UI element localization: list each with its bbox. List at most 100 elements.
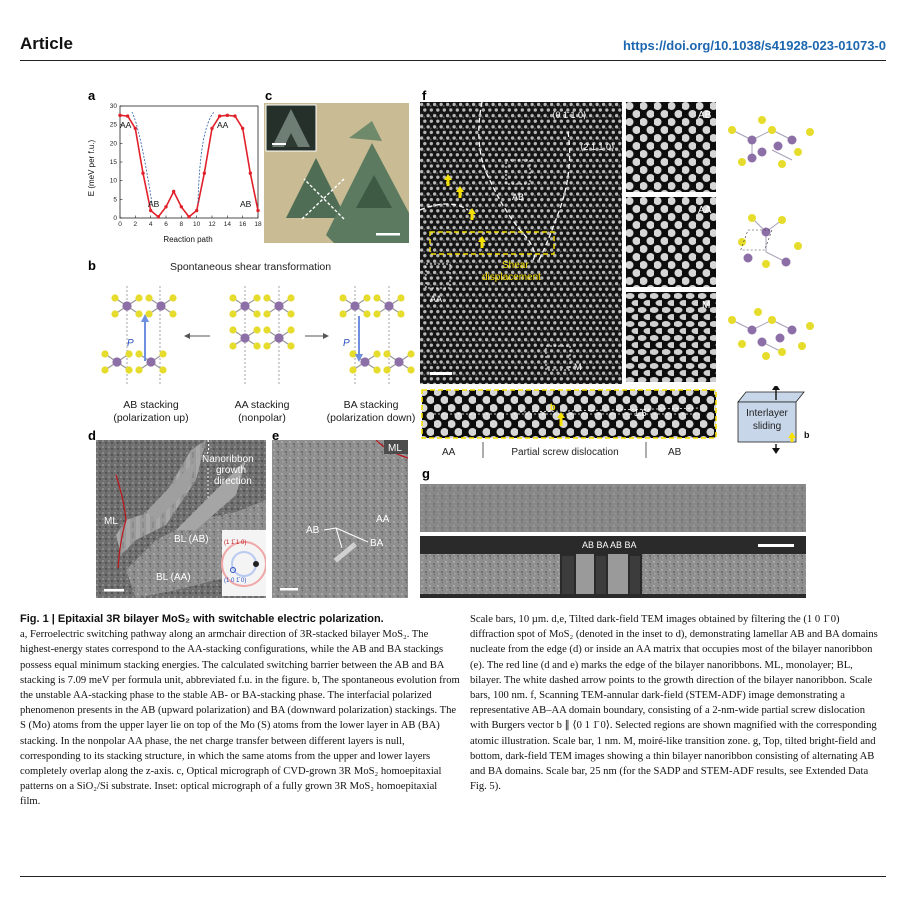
- x-tick-label: 10: [193, 221, 201, 228]
- model-m: [728, 308, 814, 360]
- aa-stacking-name: AA stacking: [234, 399, 290, 411]
- x-tick-label: 12: [208, 221, 216, 228]
- data-point: [141, 171, 145, 175]
- aa-stacking-desc: (nonpolar): [238, 412, 286, 424]
- x-tick-label: 2: [134, 221, 138, 228]
- panel-c-label: c: [265, 88, 273, 103]
- annot-aa-2: AA: [217, 120, 229, 130]
- data-point: [164, 205, 168, 209]
- caption-title: Fig. 1 | Epitaxial 3R bilayer MoS₂ with …: [20, 613, 384, 625]
- dark-field-tem-d: Nanoribbon growth direction ML BL (AB) B…: [96, 440, 266, 598]
- e-ab-text: AB: [306, 525, 320, 536]
- inset-m: M: [626, 292, 716, 382]
- data-point: [240, 126, 245, 131]
- caption-right: Scale bars, 10 µm. d,e, Tilted dark-fiel…: [470, 612, 886, 794]
- footer-rule: [20, 876, 886, 877]
- strip-angle-text: 1.5°: [634, 408, 651, 418]
- data-point: [225, 113, 230, 118]
- x-tick-label: 6: [164, 221, 168, 228]
- y-tick-label: 25: [110, 122, 118, 129]
- data-point: [118, 113, 122, 118]
- data-point: [202, 171, 207, 175]
- ba-p-label: P: [343, 338, 350, 349]
- f-ab-text: AB: [512, 192, 524, 202]
- energy-curve: [119, 114, 259, 219]
- panel-b-title: Spontaneous shear transformation: [170, 261, 332, 273]
- dark-field-tem-g: AB BA AB BA: [420, 536, 806, 598]
- inset-aa: AA: [626, 197, 716, 287]
- y-tick-label: 30: [110, 103, 118, 110]
- y-tick-label: 5: [113, 196, 117, 203]
- caption-right-body: Scale bars, 10 µm. d,e, Tilted dark-fiel…: [470, 614, 878, 793]
- caption-left-body: a, Ferroelectric switching pathway along…: [20, 629, 460, 808]
- e-ml-text: ML: [388, 443, 402, 454]
- arrow-right: [197, 111, 215, 204]
- arrow-left: [131, 111, 153, 204]
- atomic-models: [728, 116, 814, 360]
- doi-link[interactable]: https://doi.org/10.1038/s41928-023-01073…: [622, 38, 886, 53]
- panel-e-label: e: [272, 428, 280, 443]
- model-ab: [728, 116, 814, 168]
- f-m-text: M: [574, 362, 582, 372]
- data-point: [256, 208, 260, 213]
- ab-stacking-desc: (polarization up): [113, 412, 189, 424]
- chart-xlabel: Reaction path: [163, 235, 212, 244]
- chart-ylabel: E (meV per f.u.): [87, 139, 96, 196]
- x-tick-label: 16: [239, 221, 247, 228]
- chart-ticks: 0 2 4 6 8 10 12 14 16 18 0 5 10 15 20 25 30: [110, 103, 262, 228]
- inset-ab: AB: [626, 102, 716, 192]
- d-inset-label-1: (1 1̄ 1 0): [224, 540, 246, 546]
- d-ml-text: ML: [104, 516, 118, 527]
- annot-ab-1: AB: [148, 199, 160, 209]
- data-point: [156, 215, 161, 219]
- panel-b-label: b: [88, 258, 96, 273]
- panel-g-label: g: [422, 466, 430, 481]
- f-dir1-text: ⟨0 1̄ 1 0⟩: [552, 110, 587, 120]
- strip-mid-label: Partial screw dislocation: [511, 447, 618, 458]
- d-nanoribbon-text: Nanoribbon: [202, 454, 254, 465]
- data-point: [133, 126, 138, 131]
- header-rule: [20, 60, 886, 61]
- panel-f-label: f: [422, 88, 427, 103]
- dark-field-tem-e: ML AA AB BA: [272, 440, 408, 598]
- x-tick-label: 4: [149, 221, 153, 228]
- inset-m-label: M: [702, 300, 710, 311]
- f-dir2-text: ⟨2̄ 1 1 0⟩: [580, 142, 615, 152]
- ab-p-label: P: [127, 338, 134, 349]
- energy-points: [118, 113, 260, 219]
- e-aa-text: AA: [376, 514, 390, 525]
- model-aa: [738, 214, 802, 268]
- annot-ab-2: AB: [240, 199, 252, 209]
- ba-stacking-caption: BA stacking (polarization down): [316, 399, 426, 425]
- d-inset-label-2: (1 0 1̄ 0): [224, 578, 246, 584]
- ab-stacking-name: AB stacking: [123, 399, 179, 411]
- x-tick-label: 0: [118, 221, 122, 228]
- dislocation-strip: b 1.5°: [421, 389, 717, 439]
- data-point: [148, 208, 153, 213]
- data-point: [248, 171, 253, 175]
- d-growth-text: growth: [216, 465, 246, 476]
- strip-labels: AA Partial screw dislocation AB: [442, 442, 682, 458]
- caption-left: Fig. 1 | Epitaxial 3R bilayer MoS₂ with …: [20, 612, 460, 810]
- x-tick-label: 14: [224, 221, 232, 228]
- panel-a-label: a: [88, 88, 96, 103]
- y-tick-label: 20: [110, 140, 118, 147]
- annot-aa-1: AA: [120, 120, 132, 130]
- optical-micrograph: [264, 103, 409, 243]
- ba-stacking-name: BA stacking: [343, 399, 399, 411]
- inset-ab-label: AB: [698, 110, 712, 121]
- y-tick-label: 10: [110, 178, 118, 185]
- f-aa-text: AA: [430, 294, 442, 304]
- f-shear2-text: displacement: [482, 272, 541, 283]
- data-point: [179, 205, 184, 209]
- g-domain-labels: AB BA AB BA: [582, 540, 637, 550]
- x-tick-label: 18: [254, 221, 262, 228]
- stem-adf-image: ⟨0 1̄ 1 0⟩ ⟨2̄ 1 1 0⟩ AB AA M Shear disp…: [420, 102, 622, 384]
- data-point: [233, 114, 237, 118]
- y-tick-label: 0: [113, 215, 117, 222]
- ba-stacking-desc: (polarization down): [326, 412, 416, 424]
- d-bl-aa-text: BL (AA): [156, 572, 191, 583]
- inset-aa-label: AA: [698, 205, 712, 216]
- bright-field-tem: [420, 484, 806, 532]
